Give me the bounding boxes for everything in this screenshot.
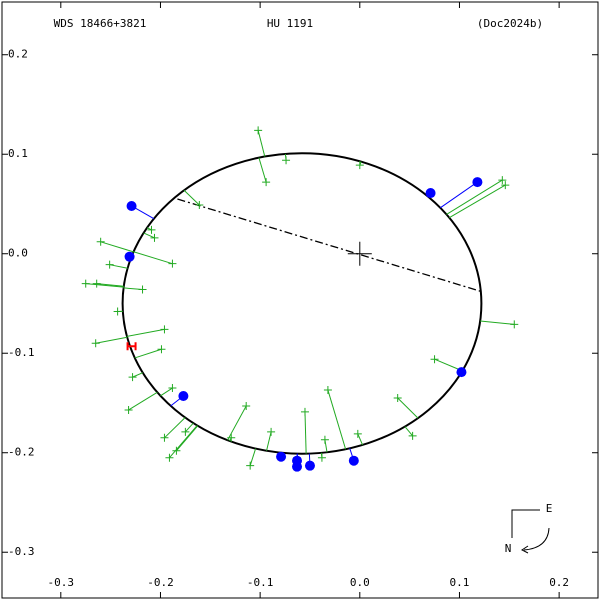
orbit — [123, 153, 482, 453]
visual-point — [82, 280, 90, 288]
y-tick-label: 0.0 — [8, 247, 28, 260]
y-tick-label: -0.1 — [8, 346, 35, 359]
visual-point — [125, 406, 133, 414]
residual-line — [267, 432, 272, 451]
residual-line — [184, 190, 199, 205]
visual-point — [262, 178, 270, 186]
residual-line — [405, 427, 413, 436]
residual-line — [129, 392, 158, 410]
residual-line — [258, 130, 265, 156]
visual-point — [318, 454, 326, 462]
x-tick-label: -0.3 — [48, 576, 75, 589]
speckle-point — [305, 461, 315, 471]
visual-point — [282, 156, 290, 164]
line-of-nodes — [177, 199, 481, 292]
compass-east: E — [546, 502, 553, 515]
residual-line — [96, 337, 127, 343]
speckle-point — [472, 177, 482, 187]
residual-line — [480, 321, 514, 324]
residual-line — [440, 182, 477, 208]
speckle-point — [127, 201, 137, 211]
chart-subtitle: HU 1191 — [267, 17, 313, 30]
visual-point — [431, 355, 439, 363]
visual-point — [301, 408, 309, 416]
visual-point — [97, 238, 105, 246]
visual-point — [246, 462, 254, 470]
x-tick-label: 0.0 — [350, 576, 370, 589]
residual-line — [259, 158, 266, 182]
residual-line — [169, 425, 197, 457]
x-tick-label: 0.2 — [549, 576, 569, 589]
residual-line — [305, 412, 306, 454]
x-tick-label: -0.1 — [247, 576, 274, 589]
residual-line — [164, 418, 185, 438]
speckle-point — [456, 367, 466, 377]
residual-line — [127, 329, 164, 336]
speckle-point — [125, 252, 135, 262]
visual-point — [168, 384, 176, 392]
visual-point — [139, 286, 147, 294]
visual-point — [106, 261, 114, 269]
visual-point — [242, 402, 250, 410]
speckle-point — [426, 188, 436, 198]
y-tick-label: 0.1 — [8, 147, 28, 160]
residual-line — [144, 233, 155, 238]
residual-line — [134, 252, 173, 264]
chart-title: WDS 18466+3821 — [54, 17, 147, 30]
visual-point — [150, 234, 158, 242]
compass-north: N — [505, 542, 512, 555]
residual-line — [250, 449, 255, 466]
residual-line — [358, 434, 363, 445]
residual-line — [160, 388, 172, 396]
residual-line — [449, 185, 505, 218]
visual-point — [321, 436, 329, 444]
speckle-point — [178, 391, 188, 401]
visual-point — [254, 126, 262, 134]
speckle-point — [276, 452, 286, 462]
residual-line — [228, 406, 247, 440]
visual-point — [92, 339, 100, 347]
visual-point — [114, 307, 122, 315]
speckle-point — [292, 462, 302, 472]
visual-point — [324, 386, 332, 394]
residual-line — [398, 398, 418, 418]
visual-point — [354, 430, 362, 438]
compass: E N — [505, 502, 553, 555]
y-tick-label: -0.2 — [8, 446, 35, 459]
annotation: (Doc2024b) — [477, 17, 543, 30]
visual-point — [93, 280, 101, 288]
y-tick-label: 0.2 — [8, 48, 28, 61]
residual-line — [328, 390, 346, 449]
speckle-point — [349, 456, 359, 466]
residual-line — [133, 373, 143, 377]
visual-point — [510, 320, 518, 328]
visual-point — [168, 260, 176, 268]
residual-line — [135, 349, 162, 358]
x-tick-label: -0.2 — [147, 576, 174, 589]
residual-line — [101, 242, 134, 252]
x-tick-label: 0.1 — [450, 576, 470, 589]
residual-line — [110, 265, 128, 269]
visual-point — [157, 345, 165, 353]
visual-point — [267, 428, 275, 436]
compass-axes — [512, 510, 540, 538]
visual-point — [160, 325, 168, 333]
y-tick-label: -0.3 — [8, 545, 35, 558]
visual-point — [129, 373, 137, 381]
